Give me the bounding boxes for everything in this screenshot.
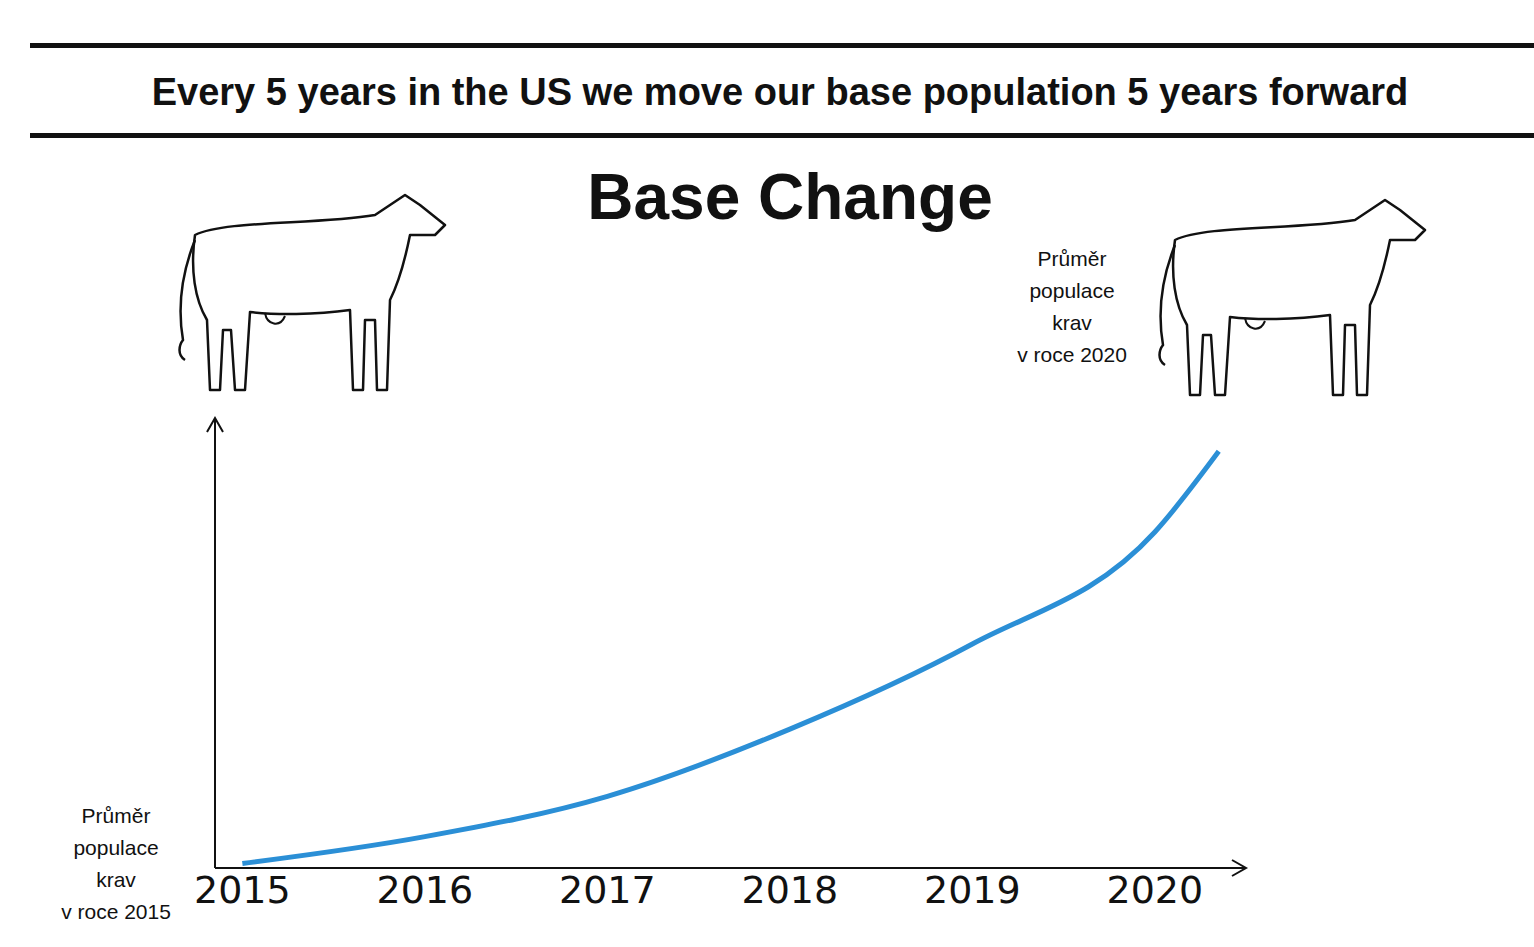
svg-text:2015: 2015 [194,868,291,912]
html-text:Every 5 years in the US we mov: Every 5 years in the US we move our base… [151,71,1409,113]
svg-text:2019: 2019 [924,868,1021,912]
html-text:Průměr populace krav v roce 20: Průměr populace krav v roce 2020 [1017,247,1127,366]
svg-text:2020: 2020 [1107,868,1204,912]
svg-text:2017: 2017 [559,868,656,912]
svg-text:2018: 2018 [742,868,839,912]
html-text:Base Change: Base Change [587,161,993,233]
html-text:Průměr populace krav v roce 20: Průměr populace krav v roce 2015 [61,804,171,923]
svg-text:2016: 2016 [377,868,474,912]
